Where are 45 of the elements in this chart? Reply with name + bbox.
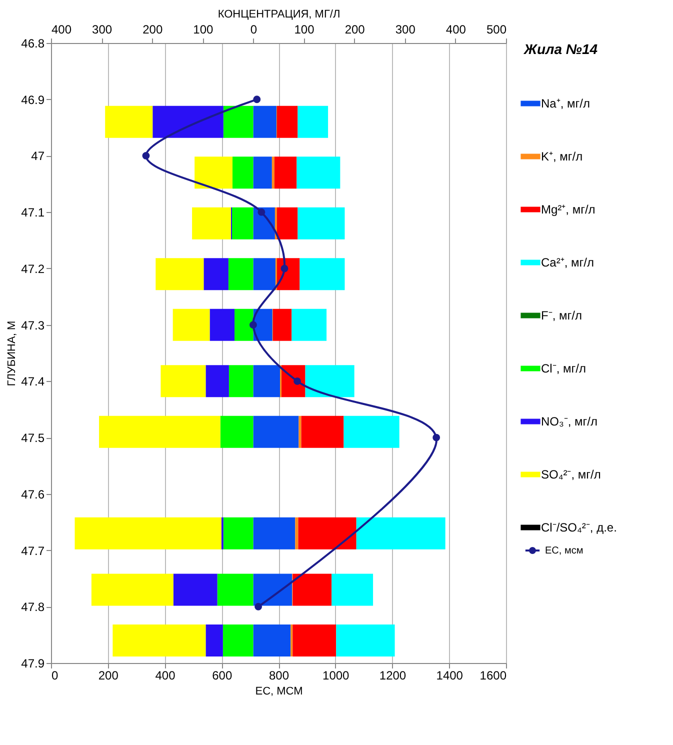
y-tick-label: 47 [31,149,45,164]
legend-label: Cl⁻/SO₄²⁻, д.е. [541,520,617,534]
x-axis-title: ЕС, МСМ [255,686,303,698]
x2-tick-label: 300 [92,22,112,36]
x2-tick-label: 200 [344,22,366,36]
x-tick-label: 0 [52,668,58,682]
x2-tick-label: 0 [250,22,258,36]
x2-tick-label: 100 [193,22,214,36]
x2-axis-title: КОНЦЕНТРАЦИЯ, МГ/Л [218,8,340,20]
x-tick-label: 1200 [379,668,406,682]
x-tick-label: 1400 [436,668,464,682]
legend-label: K⁺, мг/л [541,150,583,164]
legend-label: F⁻, мг/л [541,308,582,322]
x2-tick-label: 300 [395,22,416,36]
legend-label: SO₄²⁻, мг/л [541,468,601,482]
x2-tick-label: 400 [446,22,466,36]
y-tick-label: 47.8 [21,600,45,614]
y-tick-label: 47.5 [21,431,45,446]
y-tick-label: 47.4 [21,374,45,389]
y-tick-label: 47.6 [21,487,45,502]
x-tick-label: 600 [212,668,232,682]
legend-label: Ca²⁺, мг/л [541,256,594,270]
legend-label: EC, мсм [545,546,584,556]
legend-label: NO₃⁻, мг/л [541,414,598,428]
legend-label: Cl⁻, мг/л [541,362,586,376]
legend-label: Mg²⁺, мг/л [541,202,596,216]
y-tick-label: 46.9 [21,92,45,107]
y-axis-title: ГЛУБИНА, М [6,320,18,386]
x2-tick-label: 200 [142,22,163,36]
legend-label: Na⁺, мг/л [541,96,590,110]
x-tick-label: 1600 [480,668,507,682]
y-tick-label: 47.7 [21,544,45,558]
x2-tick-label: 100 [294,22,315,36]
x-tick-label: 1000 [322,668,350,682]
y-tick-label: 47.9 [21,656,45,670]
legend-title: Жила №14 [523,41,598,57]
y-tick-label: 47.1 [21,206,45,220]
x-tick-label: 200 [98,668,119,682]
y-tick-label: 47.2 [21,262,45,276]
x-tick-label: 800 [268,668,290,682]
x2-tick-label: 500 [486,22,507,36]
y-tick-label: 46.8 [21,36,45,50]
x-tick-label: 400 [155,668,176,682]
x2-tick-label: 400 [52,22,72,36]
y-tick-label: 47.3 [21,318,45,332]
